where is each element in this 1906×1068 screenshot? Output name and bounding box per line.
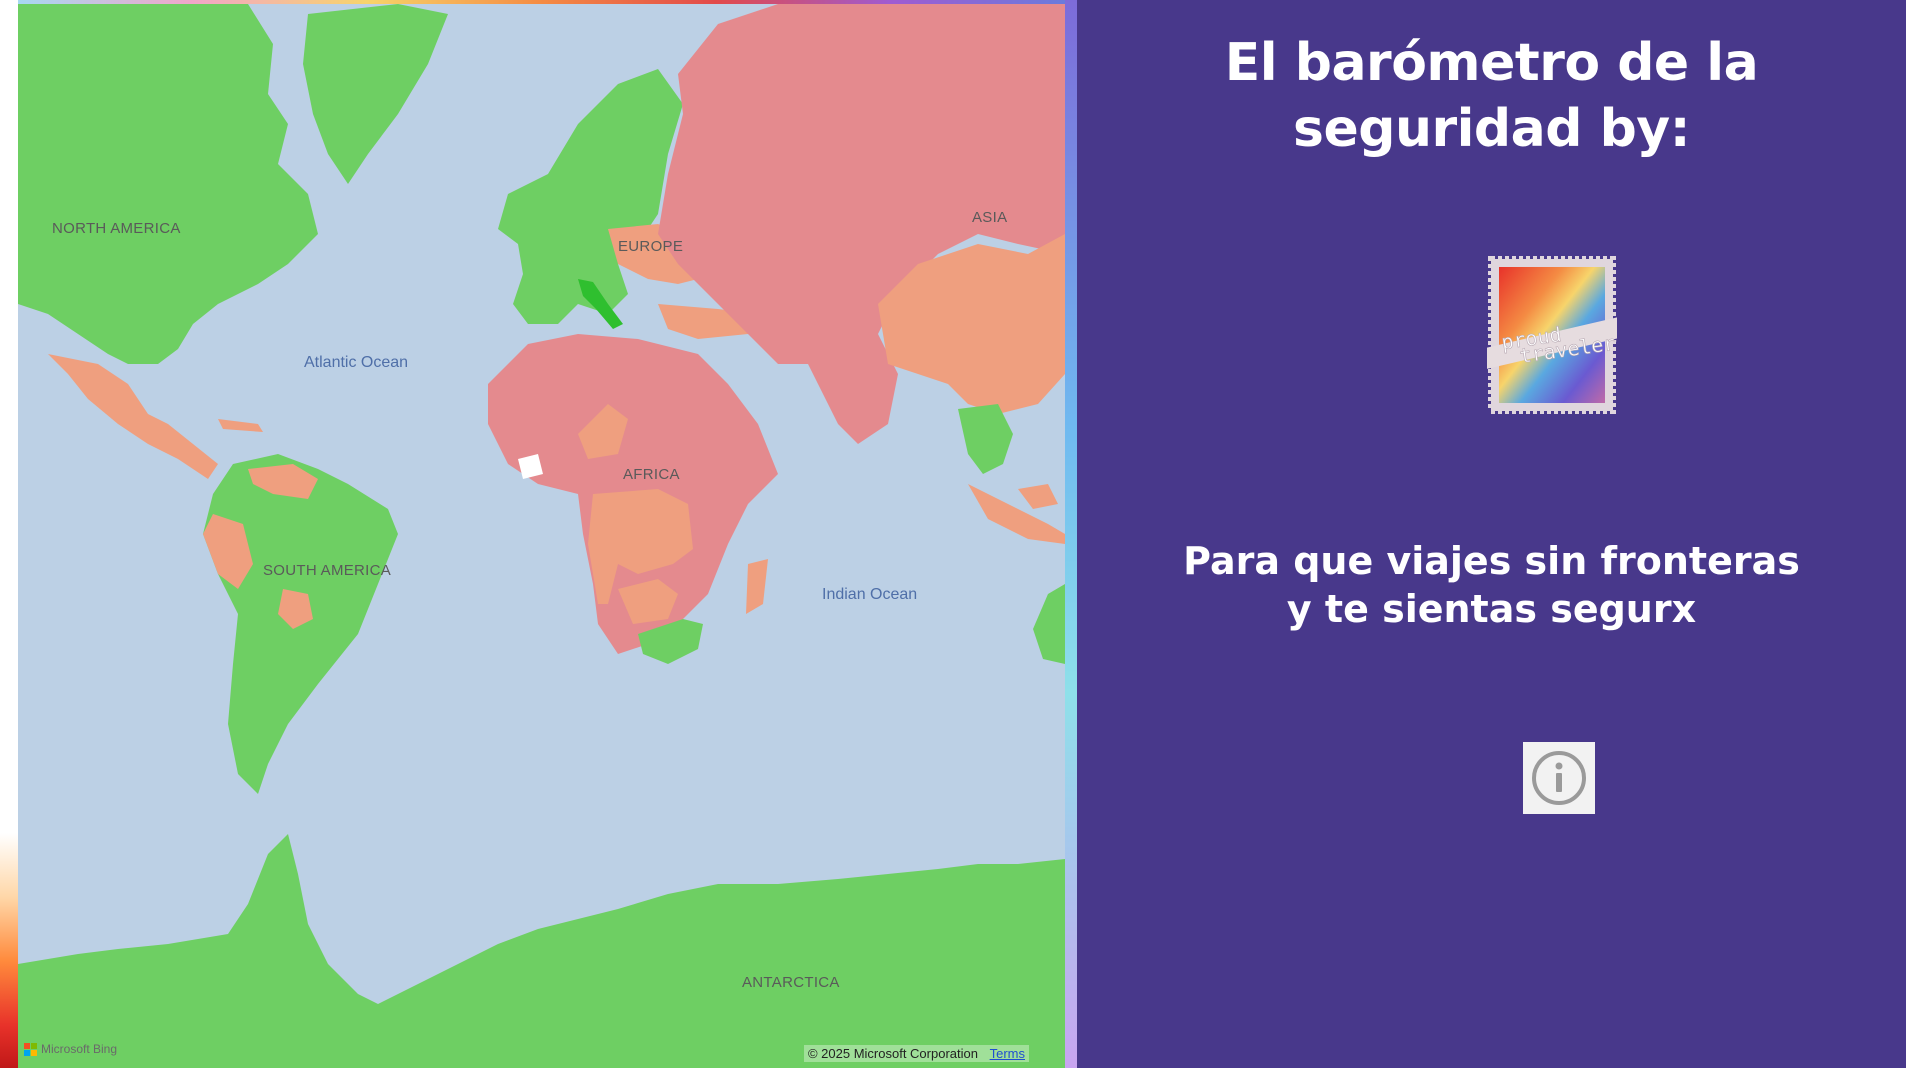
proud-travelers-logo: proud travelers	[1477, 255, 1632, 415]
bing-label: Microsoft Bing	[41, 1042, 118, 1056]
map-graphic	[18, 4, 1065, 1068]
rainbow-border-top	[18, 0, 1065, 4]
map-copyright: © 2025 Microsoft Corporation Terms	[803, 1045, 1029, 1062]
stamp-logo-icon: proud travelers	[1477, 256, 1632, 414]
info-panel: El barómetro de la seguridad by: proud t…	[1077, 0, 1906, 1068]
rainbow-border-left	[0, 0, 18, 1068]
north-america-shape	[18, 4, 318, 364]
copyright-text: © 2025 Microsoft Corporation	[807, 1046, 978, 1061]
rainbow-border-right	[1065, 0, 1077, 1068]
label-asia: ASIA	[972, 209, 1008, 226]
terms-link[interactable]: Terms	[989, 1046, 1025, 1061]
label-south-america: SOUTH AMERICA	[263, 562, 392, 579]
label-africa: AFRICA	[623, 466, 680, 483]
label-north-america: NORTH AMERICA	[52, 220, 181, 237]
europe-shape	[498, 69, 683, 324]
label-atlantic-ocean: Atlantic Ocean	[304, 354, 409, 371]
central-america-shape	[48, 354, 218, 479]
title-line-2: seguridad by:	[1293, 99, 1690, 159]
label-europe: EUROPE	[618, 238, 684, 255]
greenland-shape	[303, 4, 448, 184]
asia-shape	[658, 4, 1065, 444]
label-antarctica: ANTARCTICA	[742, 974, 840, 991]
world-safety-map[interactable]: NORTH AMERICA SOUTH AMERICA EUROPE ASIA …	[18, 4, 1065, 1068]
title-line-1: El barómetro de la	[1224, 33, 1759, 93]
label-indian-ocean: Indian Ocean	[822, 586, 918, 603]
microsoft-logo-icon	[24, 1042, 37, 1056]
tagline: Para que viajes sin fronteras y te sient…	[1077, 537, 1906, 633]
tagline-line-2: y te sientas segurx	[1286, 587, 1697, 631]
page-title: El barómetro de la seguridad by:	[1077, 30, 1906, 162]
antarctica-shape	[18, 834, 1065, 1068]
bing-attribution: Microsoft Bing	[24, 1042, 117, 1056]
tagline-line-1: Para que viajes sin fronteras	[1183, 539, 1800, 583]
info-icon	[1532, 751, 1586, 805]
info-button[interactable]	[1523, 742, 1595, 814]
